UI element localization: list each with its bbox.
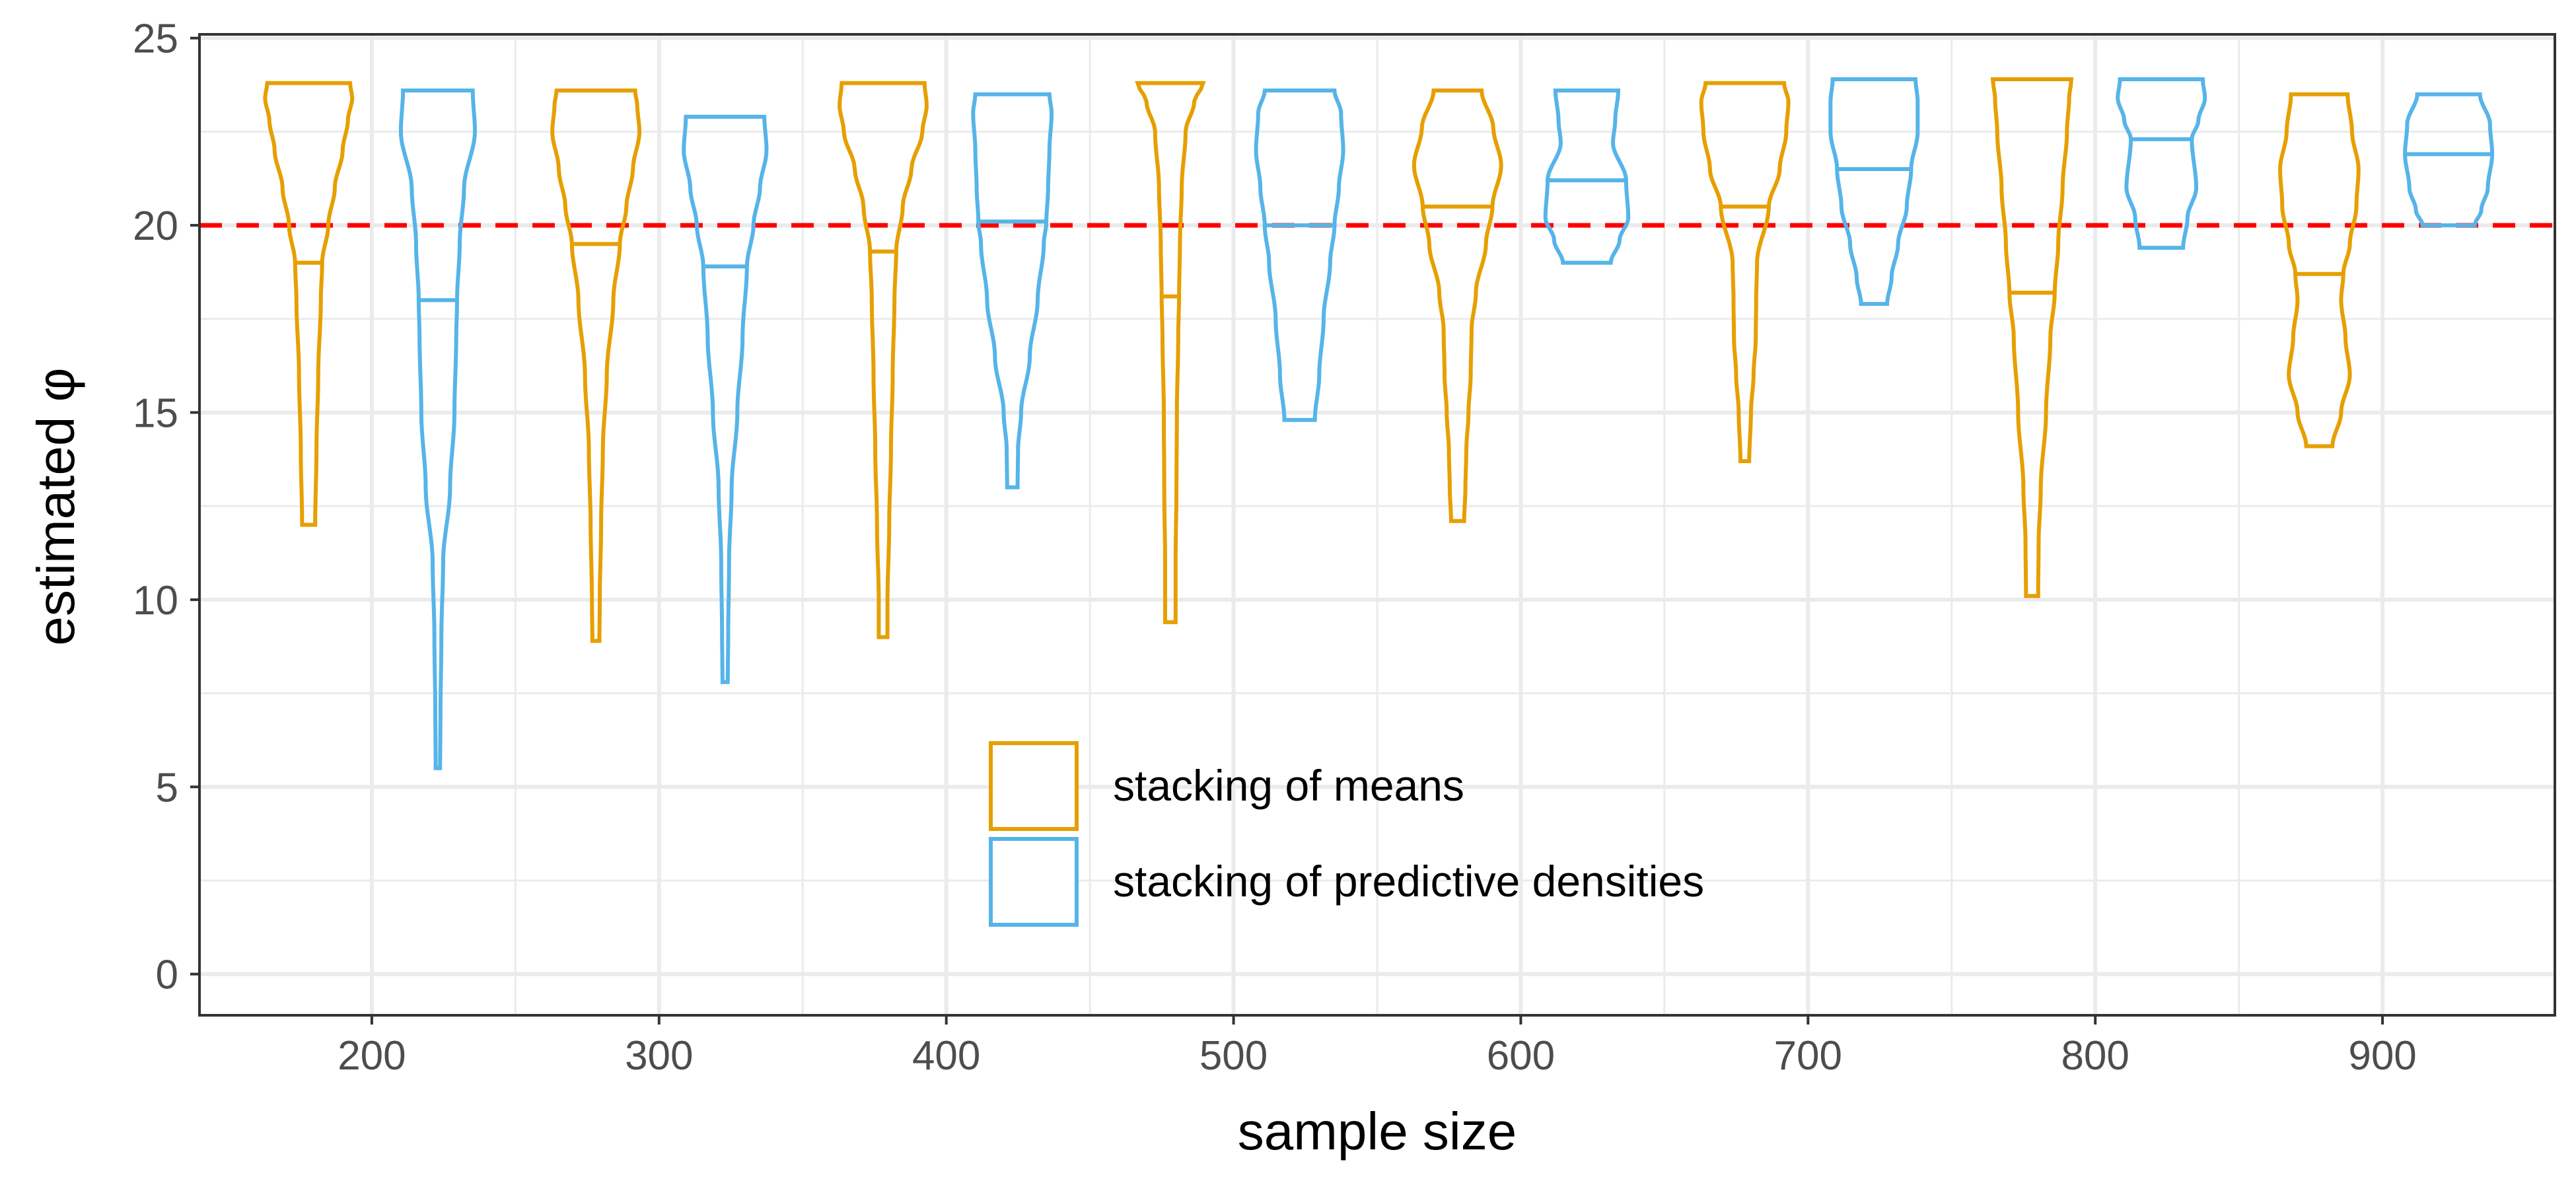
violin-predictive bbox=[682, 114, 769, 684]
axes: 0 5 10 15 20 25 200 300 400 500 600 700 800 900 bbox=[133, 17, 2417, 1079]
y-tick-label: 10 bbox=[133, 578, 178, 624]
x-tick-label: 200 bbox=[338, 1033, 406, 1079]
violin-predictive bbox=[971, 92, 1054, 489]
x-tick-label: 600 bbox=[1487, 1033, 1555, 1079]
y-axis-title: estimated φ bbox=[26, 368, 85, 646]
violin-predictive bbox=[1828, 77, 1920, 306]
x-axis-title: sample size bbox=[1238, 1102, 1517, 1161]
violin-predictive bbox=[398, 89, 478, 770]
legend: stacking of means stacking of predictive… bbox=[989, 741, 1704, 927]
violin-predictive bbox=[2403, 92, 2495, 228]
x-tick-label: 700 bbox=[1774, 1033, 1842, 1079]
violin-predictive bbox=[1254, 89, 1345, 422]
y-tick-label: 20 bbox=[133, 203, 178, 249]
y-tick-label: 25 bbox=[133, 17, 178, 62]
grid bbox=[199, 34, 2555, 1015]
y-tick-label: 15 bbox=[133, 390, 178, 436]
legend-key-means bbox=[989, 741, 1079, 831]
violin-predictive bbox=[1543, 89, 1631, 265]
violin-means bbox=[1699, 81, 1791, 464]
violin-means bbox=[550, 89, 642, 643]
violin-means bbox=[263, 81, 355, 527]
legend-label-predictive: stacking of predictive densities bbox=[1113, 857, 1704, 906]
x-tick-label: 400 bbox=[912, 1033, 980, 1079]
legend-label-means: stacking of means bbox=[1113, 761, 1464, 810]
violin-means bbox=[838, 81, 929, 639]
violin-predictive bbox=[2116, 77, 2207, 250]
violin-means bbox=[2277, 92, 2361, 449]
y-tick-label: 0 bbox=[156, 953, 178, 998]
x-tick-label: 300 bbox=[625, 1033, 693, 1079]
violin-means bbox=[1135, 81, 1206, 624]
plot-panel-border bbox=[198, 33, 2556, 1017]
x-tick-label: 900 bbox=[2348, 1033, 2416, 1079]
legend-key-predictive bbox=[989, 837, 1079, 927]
x-tick-label: 500 bbox=[1199, 1033, 1268, 1079]
violin-means bbox=[1990, 77, 2074, 598]
y-tick-label: 5 bbox=[156, 765, 178, 811]
x-tick-label: 800 bbox=[2061, 1033, 2129, 1079]
violins bbox=[263, 77, 2495, 770]
violin-means bbox=[1412, 89, 1503, 523]
